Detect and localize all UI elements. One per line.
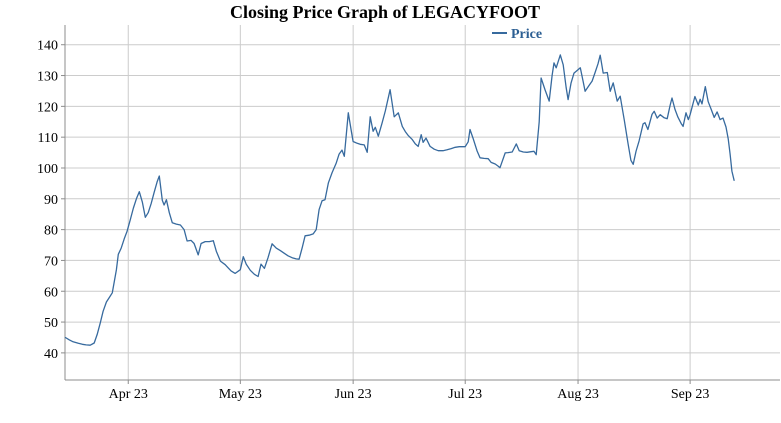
x-axis-tick-label: Sep 23: [671, 387, 710, 402]
y-axis-tick-label: 130: [37, 70, 58, 85]
y-axis-tick-label: 80: [44, 224, 58, 239]
y-axis-tick-label: 70: [44, 254, 58, 269]
x-axis-tick-label: Jul 23: [448, 387, 482, 402]
x-axis-tick-label: Apr 23: [109, 387, 148, 402]
y-axis-tick-label: 120: [37, 100, 58, 115]
y-axis-tick-label: 50: [44, 316, 58, 331]
y-axis-tick-label: 60: [44, 285, 58, 300]
legend: Price: [492, 27, 542, 42]
y-axis-tick-label: 110: [38, 131, 58, 146]
chart-title: Closing Price Graph of LEGACYFOOT: [230, 2, 540, 22]
y-axis-tick-label: 90: [44, 193, 58, 208]
label-layer: 40 50 60 70 80 90 100 110 120 130 140 Apr 23 May 23 J…: [37, 39, 709, 402]
price-line: [64, 54, 735, 346]
x-axis-tick-label: Jun 23: [335, 387, 372, 402]
y-axis-tick-label: 140: [37, 39, 58, 54]
y-axis-tick-label: 100: [37, 162, 58, 177]
axis-layer: [61, 25, 780, 384]
legend-series-label: Price: [511, 27, 542, 42]
series-layer: [64, 54, 735, 346]
grid-layer: [65, 25, 780, 380]
x-axis-tick-label: Aug 23: [557, 387, 599, 402]
y-axis-tick-label: 40: [44, 347, 58, 362]
x-axis-tick-label: May 23: [219, 387, 262, 402]
